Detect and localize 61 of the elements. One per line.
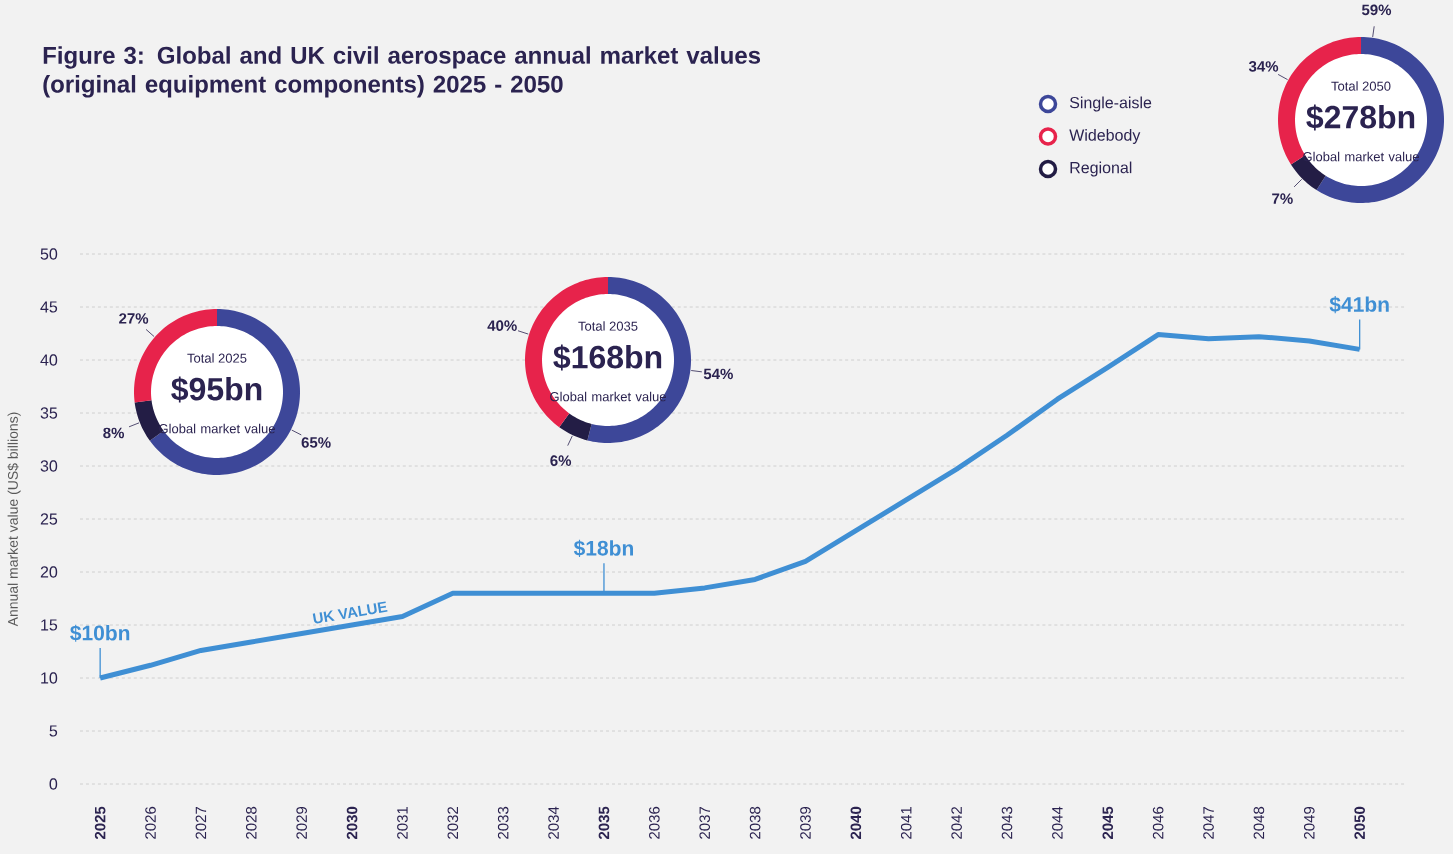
x-tick-label: 2046	[1152, 806, 1164, 839]
data-label: $18bn	[573, 539, 633, 557]
data-label: 6%	[550, 455, 572, 466]
x-tick-label: 2033	[497, 806, 509, 839]
data-label: 34%	[1248, 61, 1279, 72]
x-tick-label: 2036	[649, 806, 660, 839]
x-tick-label: 2040	[850, 806, 862, 840]
data-label: $10bn	[70, 624, 130, 642]
y-tick-label: 15	[41, 619, 58, 631]
x-tick-label: 2027	[195, 806, 207, 839]
text: UK VALUE	[312, 601, 388, 624]
x-tick-label: 2030	[346, 806, 358, 840]
x-tick-label: 2025	[94, 806, 106, 840]
x-tick-label: 2031	[397, 806, 408, 839]
x-tick-label: 2043	[1001, 806, 1013, 839]
annotation: $168bn	[553, 344, 662, 371]
y-tick-label: 5	[49, 725, 58, 737]
x-tick-label: 2035	[598, 806, 610, 840]
y-tick-label: 35	[40, 407, 58, 419]
text: Total 2050	[1331, 81, 1391, 91]
x-tick-label: 2028	[245, 806, 257, 839]
x-tick-label: 2032	[447, 806, 459, 839]
legend-label: Regional	[1070, 161, 1132, 177]
x-tick-label: 2048	[1253, 806, 1265, 839]
legend-label: Single-aisle	[1069, 96, 1152, 112]
data-label: 40%	[487, 320, 517, 331]
annotation: $95bn	[171, 376, 262, 403]
y-tick-label: 20	[40, 566, 58, 578]
data-label: 8%	[103, 427, 125, 439]
text: $278bn	[1306, 104, 1415, 131]
x-tick-label: 2039	[800, 806, 811, 839]
x-tick-label: 2029	[296, 806, 307, 839]
x-tick-label: 2045	[1102, 806, 1114, 840]
x-tick-label: 2041	[900, 806, 912, 839]
data-label: $41bn	[1329, 296, 1389, 314]
text: Total 2035	[578, 321, 638, 331]
x-tick-label: 2049	[1303, 806, 1315, 839]
y-tick-label: 10	[41, 672, 58, 684]
x-tick-label: 2042	[951, 806, 962, 839]
legend-label: Widebody	[1069, 129, 1141, 144]
x-tick-label: 2044	[1052, 806, 1063, 839]
x-tick-label: 2038	[749, 806, 761, 839]
y-tick-label: 25	[40, 513, 58, 525]
x-tick-label: 2050	[1354, 806, 1365, 840]
data-label: 27%	[119, 313, 149, 324]
data-label: 59%	[1361, 4, 1392, 16]
text: Total 2025	[187, 353, 247, 363]
y-tick-label: 45	[40, 301, 58, 313]
x-tick-label: 2026	[145, 806, 156, 839]
x-tick-label: 2037	[699, 806, 711, 839]
y-tick-label: 50	[40, 248, 58, 260]
y-axis-title: Annual market value (US$ billions)	[7, 412, 21, 627]
x-tick-label: 2034	[548, 806, 559, 839]
x-tick-label: 2047	[1203, 806, 1214, 839]
y-tick-label: 40	[40, 354, 58, 366]
data-label: 65%	[301, 437, 331, 448]
chart-title: Figure 3: Global and UK civil aerospace annual market values (original equipment components) 2025 - 2050	[43, 46, 761, 98]
y-tick-label: 0	[49, 778, 58, 790]
data-label: 54%	[703, 368, 733, 380]
y-tick-label: 30	[40, 460, 58, 472]
data-label: 7%	[1272, 193, 1293, 204]
